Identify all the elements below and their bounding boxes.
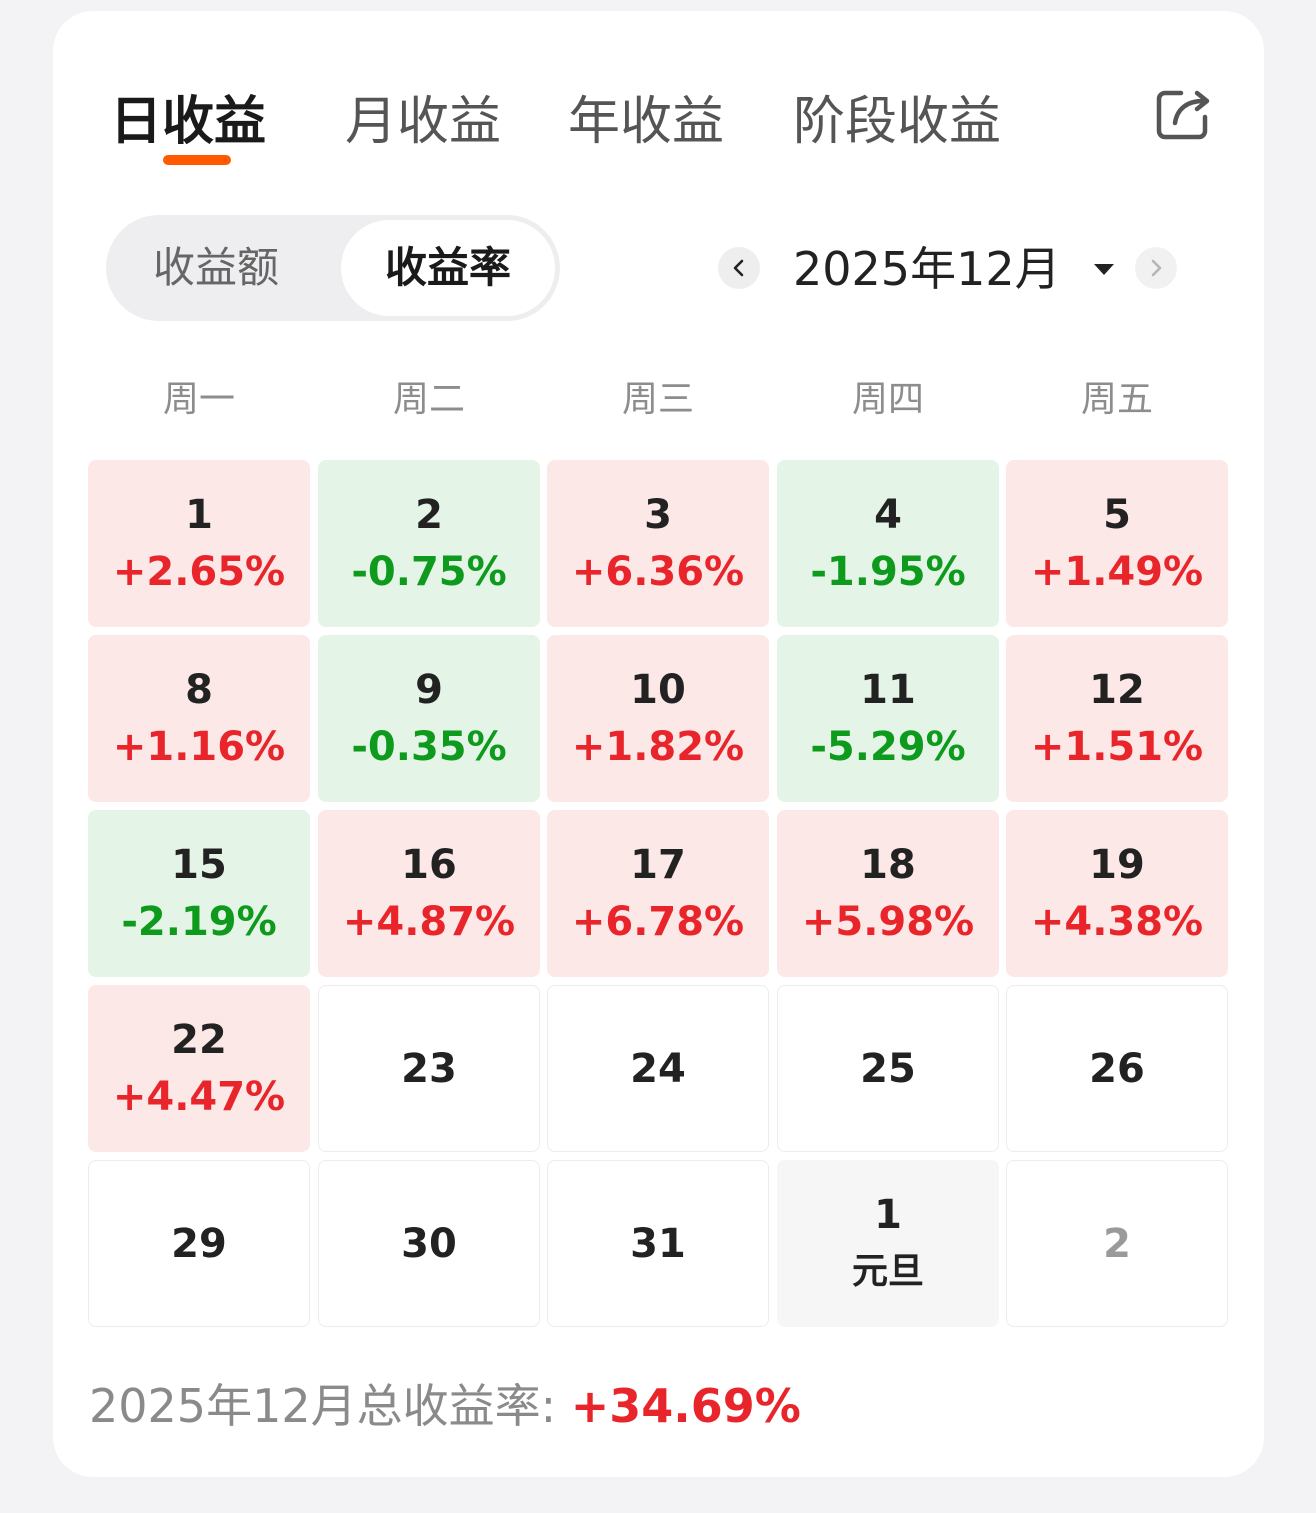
- calendar-day-cell[interactable]: 12 +1.51%: [1006, 635, 1228, 802]
- daily-return-rate: +5.98%: [801, 898, 975, 945]
- calendar-day-cell[interactable]: 31: [547, 1160, 769, 1327]
- chevron-right-icon: [1151, 259, 1162, 277]
- calendar-day-cell[interactable]: 23: [318, 985, 540, 1152]
- calendar-day-cell[interactable]: 24: [547, 985, 769, 1152]
- daily-return-rate: +1.51%: [1030, 723, 1204, 770]
- month-selector[interactable]: 2025年12月: [793, 236, 1115, 302]
- calendar-day-cell[interactable]: 30: [318, 1160, 540, 1327]
- day-number: 11: [860, 666, 916, 713]
- daily-return-rate: +6.78%: [571, 898, 745, 945]
- prev-month-button[interactable]: [718, 247, 760, 289]
- tab-period-returns[interactable]: 阶段收益: [793, 92, 1002, 152]
- calendar-day-cell[interactable]: 2 -0.75%: [318, 460, 540, 627]
- day-number: 18: [860, 841, 916, 888]
- day-number: 16: [401, 841, 457, 888]
- day-number: 15: [171, 841, 227, 888]
- monthly-summary: 2025年12月总收益率: +34.69%: [89, 1374, 801, 1438]
- calendar-day-cell[interactable]: 9 -0.35%: [318, 635, 540, 802]
- day-number: 23: [401, 1045, 457, 1092]
- day-number: 2: [415, 491, 443, 538]
- day-number: 3: [644, 491, 672, 538]
- calendar-day-cell[interactable]: 4 -1.95%: [777, 460, 999, 627]
- weekday-thu: 周四: [851, 379, 924, 420]
- summary-label: 2025年12月总收益率:: [89, 1379, 557, 1433]
- day-number: 8: [185, 666, 213, 713]
- day-number: 24: [630, 1045, 686, 1092]
- tab-yearly-returns[interactable]: 年收益: [568, 92, 725, 152]
- day-number: 9: [415, 666, 443, 713]
- metric-toggle: 收益额 收益率: [106, 215, 560, 321]
- daily-return-rate: +1.16%: [112, 723, 286, 770]
- day-number: 17: [630, 841, 686, 888]
- calendar-day-cell[interactable]: 1 +2.65%: [88, 460, 310, 627]
- daily-return-rate: -1.95%: [810, 548, 966, 595]
- day-number: 5: [1103, 491, 1131, 538]
- calendar-day-cell[interactable]: 19 +4.38%: [1006, 810, 1228, 977]
- active-tab-indicator: [163, 155, 231, 165]
- calendar-day-cell[interactable]: 17 +6.78%: [547, 810, 769, 977]
- weekday-fri: 周五: [1080, 379, 1153, 420]
- tab-daily-returns[interactable]: 日收益: [110, 92, 267, 152]
- day-number: 22: [171, 1016, 227, 1063]
- weekday-wed: 周三: [621, 379, 694, 420]
- daily-return-rate: -0.75%: [351, 548, 507, 595]
- day-number: 1: [874, 1191, 902, 1238]
- tab-monthly-returns[interactable]: 月收益: [345, 92, 502, 152]
- day-number: 19: [1089, 841, 1145, 888]
- calendar-day-cell[interactable]: 1 元旦: [777, 1160, 999, 1327]
- daily-return-rate: -0.35%: [351, 723, 507, 770]
- returns-card: 日收益 月收益 年收益 阶段收益 收益额 收益率 2025年12月 周一 周二 …: [53, 11, 1264, 1477]
- daily-return-rate: +1.82%: [571, 723, 745, 770]
- share-icon[interactable]: [1153, 79, 1217, 143]
- daily-return-rate: -5.29%: [810, 723, 966, 770]
- chevron-left-icon: [733, 259, 744, 277]
- daily-return-rate: +4.38%: [1030, 898, 1204, 945]
- calendar-day-cell[interactable]: 15 -2.19%: [88, 810, 310, 977]
- calendar-day-cell[interactable]: 10 +1.82%: [547, 635, 769, 802]
- calendar-day-cell[interactable]: 8 +1.16%: [88, 635, 310, 802]
- calendar-day-cell[interactable]: 22 +4.47%: [88, 985, 310, 1152]
- next-month-button[interactable]: [1135, 247, 1177, 289]
- day-number: 1: [185, 491, 213, 538]
- holiday-label: 元旦: [851, 1250, 924, 1292]
- calendar-day-cell[interactable]: 3 +6.36%: [547, 460, 769, 627]
- day-number: 10: [630, 666, 686, 713]
- toggle-return-rate[interactable]: 收益率: [341, 220, 555, 316]
- day-number: 26: [1089, 1045, 1145, 1092]
- calendar-day-cell[interactable]: 26: [1006, 985, 1228, 1152]
- calendar-day-cell[interactable]: 11 -5.29%: [777, 635, 999, 802]
- weekday-mon: 周一: [162, 379, 235, 420]
- summary-value: +34.69%: [570, 1379, 801, 1433]
- day-number: 2: [1103, 1220, 1131, 1267]
- daily-return-rate: +1.49%: [1030, 548, 1204, 595]
- current-month-label: 2025年12月: [793, 242, 1061, 296]
- caret-down-icon: [1094, 263, 1115, 275]
- calendar-day-cell[interactable]: 29: [88, 1160, 310, 1327]
- daily-return-rate: +4.47%: [112, 1073, 286, 1120]
- toggle-return-amount[interactable]: 收益额: [152, 243, 279, 292]
- calendar-day-cell[interactable]: 18 +5.98%: [777, 810, 999, 977]
- day-number: 29: [171, 1220, 227, 1267]
- daily-return-rate: -2.19%: [121, 898, 277, 945]
- calendar-day-cell[interactable]: 2: [1006, 1160, 1228, 1327]
- calendar-day-cell[interactable]: 25: [777, 985, 999, 1152]
- daily-return-rate: +6.36%: [571, 548, 745, 595]
- day-number: 31: [630, 1220, 686, 1267]
- daily-return-rate: +2.65%: [112, 548, 286, 595]
- calendar-day-cell[interactable]: 5 +1.49%: [1006, 460, 1228, 627]
- weekday-tue: 周二: [392, 379, 465, 420]
- calendar-day-cell[interactable]: 16 +4.87%: [318, 810, 540, 977]
- day-number: 4: [874, 491, 902, 538]
- daily-return-rate: +4.87%: [342, 898, 516, 945]
- day-number: 30: [401, 1220, 457, 1267]
- day-number: 25: [860, 1045, 916, 1092]
- day-number: 12: [1089, 666, 1145, 713]
